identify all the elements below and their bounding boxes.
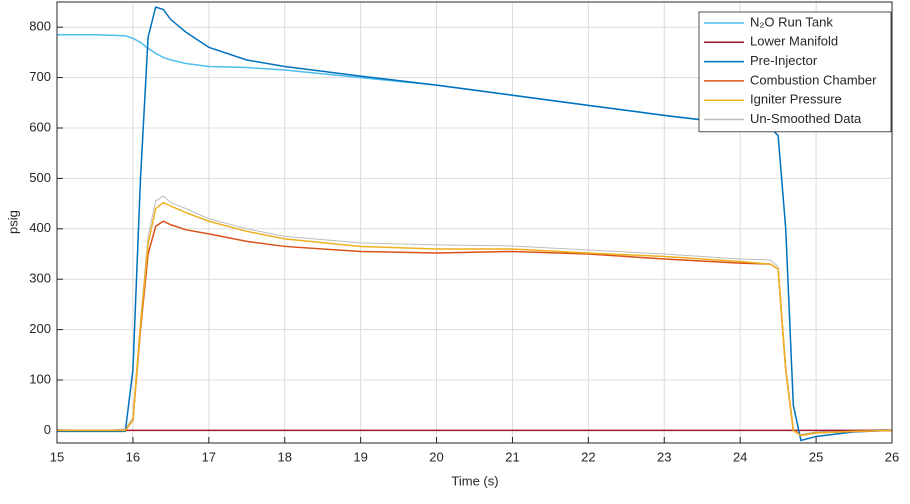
x-tick-label: 15 [50,449,64,464]
x-tick-label: 16 [126,449,140,464]
y-tick-label: 100 [29,371,51,386]
plot-frame [56,1,893,444]
x-tick-label: 18 [277,449,291,464]
legend: N₂O Run Tank Lower Manifold Pre-Injector Co… [698,11,892,133]
legend-label: Igniter Pressure [750,92,842,107]
legend-label: Combustion Chamber [750,72,877,87]
x-tick-label: 17 [202,449,216,464]
x-tick-label: 26 [885,449,899,464]
x-tick-label: 25 [809,449,823,464]
x-tick-label: 21 [505,449,519,464]
y-tick-label: 300 [29,271,51,286]
y-tick-label: 700 [29,69,51,84]
x-tick-label: 24 [733,449,747,464]
series-line [57,6,893,442]
y-axis-label: psig [5,210,20,234]
y-tick-label: 200 [29,321,51,336]
x-axis-label: Time (s) [451,473,498,488]
legend-box [698,11,892,133]
x-tick-label: 22 [581,449,595,464]
y-tick-label: 0 [44,422,51,437]
y-tick-label: 600 [29,119,51,134]
legend-label: Un-Smoothed Data [750,111,862,126]
y-tick-label: 500 [29,170,51,185]
legend-label: N₂O Run Tank [750,14,833,29]
x-tick-label: 19 [353,449,367,464]
legend-label: Pre-Injector [750,53,818,68]
y-tick-label: 400 [29,220,51,235]
x-tick-label: 20 [429,449,443,464]
y-tick-label: 800 [29,19,51,34]
legend-label: Lower Manifold [750,34,838,49]
series-line [57,201,893,437]
x-tick-label: 23 [657,449,671,464]
